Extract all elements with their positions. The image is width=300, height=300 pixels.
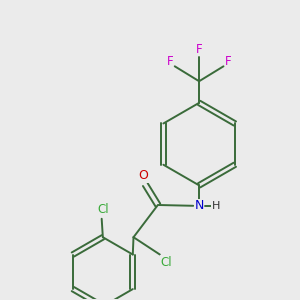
- Text: F: F: [225, 55, 232, 68]
- Text: N: N: [194, 199, 204, 212]
- Text: O: O: [138, 169, 148, 182]
- Text: F: F: [196, 43, 202, 56]
- Text: Cl: Cl: [98, 203, 109, 216]
- Text: H: H: [212, 201, 220, 211]
- Text: Cl: Cl: [161, 256, 172, 269]
- Text: F: F: [167, 55, 173, 68]
